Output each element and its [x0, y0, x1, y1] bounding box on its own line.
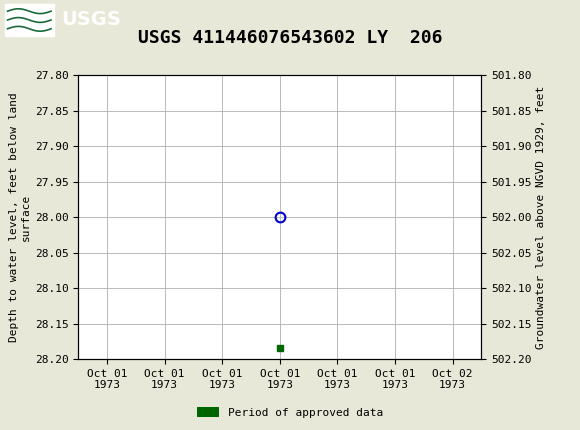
- FancyBboxPatch shape: [5, 4, 54, 36]
- Text: USGS: USGS: [61, 10, 121, 30]
- Legend: Period of approved data: Period of approved data: [193, 403, 387, 422]
- Y-axis label: Groundwater level above NGVD 1929, feet: Groundwater level above NGVD 1929, feet: [536, 86, 546, 349]
- Y-axis label: Depth to water level, feet below land
surface: Depth to water level, feet below land su…: [9, 92, 31, 342]
- Text: USGS 411446076543602 LY  206: USGS 411446076543602 LY 206: [138, 29, 442, 47]
